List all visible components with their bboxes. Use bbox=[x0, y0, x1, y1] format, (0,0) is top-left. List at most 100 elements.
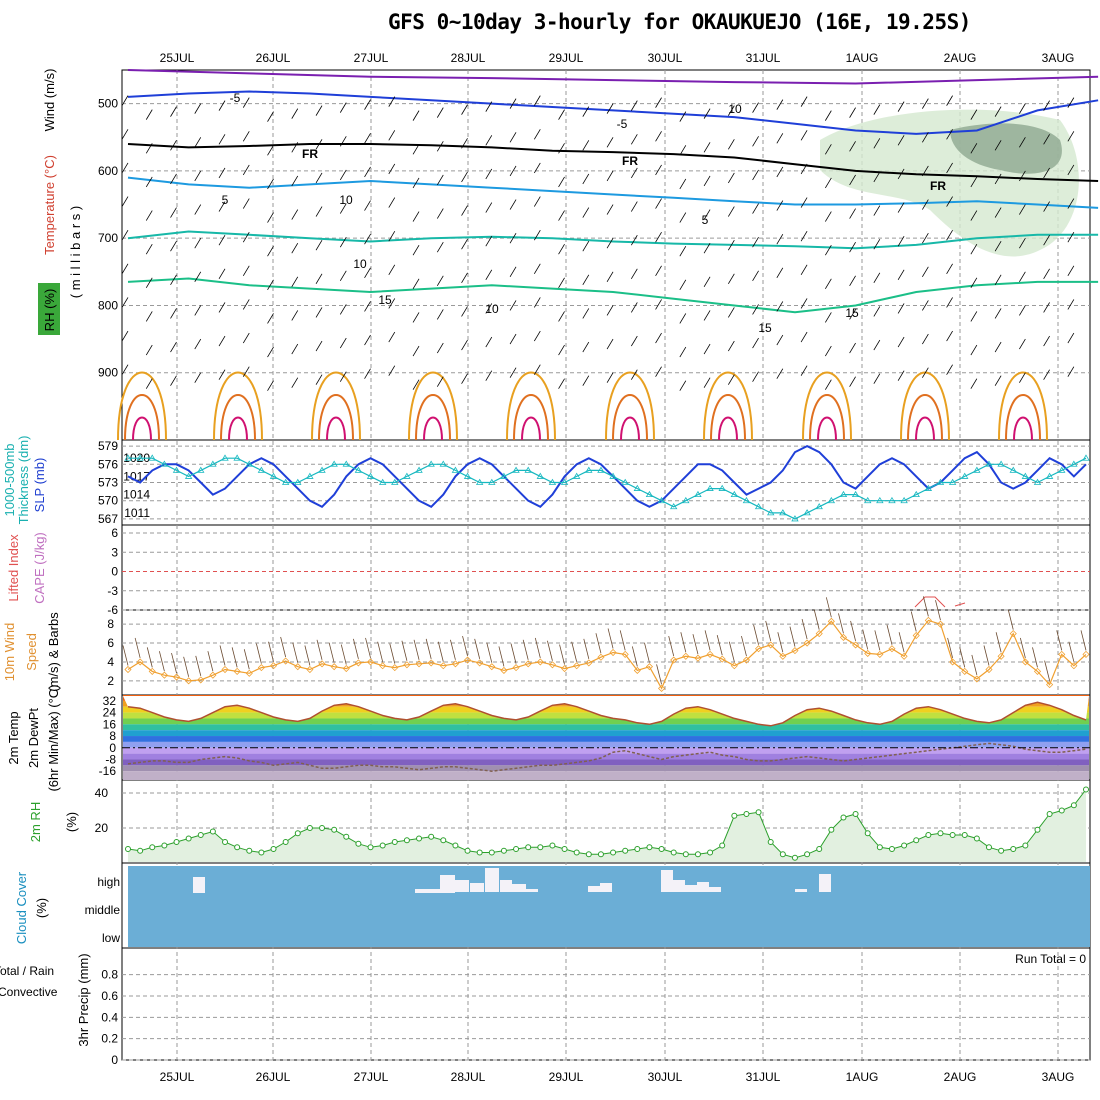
wind-speed-point bbox=[585, 659, 593, 667]
wind-speed-point bbox=[463, 656, 472, 664]
wind-speed-point bbox=[597, 653, 605, 661]
rh-point bbox=[743, 811, 750, 817]
thickness-point bbox=[221, 454, 229, 461]
wind-barb bbox=[339, 270, 347, 282]
cloud-block bbox=[512, 884, 526, 892]
wind-barb bbox=[558, 311, 565, 322]
rh-point bbox=[804, 851, 811, 858]
wind-barb bbox=[703, 276, 711, 288]
pressure-tick: 500 bbox=[98, 97, 118, 111]
wind-barb-10m bbox=[522, 639, 529, 660]
wind-barb-10m bbox=[862, 629, 869, 650]
rh-point bbox=[500, 847, 507, 854]
wind-barb bbox=[606, 305, 614, 316]
wind-barb-10m bbox=[474, 638, 481, 659]
wind-barb-10m bbox=[765, 620, 772, 642]
wind-barb bbox=[558, 143, 565, 154]
wind-barb bbox=[1067, 97, 1075, 108]
wind-axis-label: Wind (m/s) bbox=[42, 69, 57, 132]
thickness-point bbox=[985, 460, 993, 467]
wind-barb-10m bbox=[692, 634, 699, 655]
wind-barb bbox=[1019, 137, 1026, 148]
cape-axis-label: CAPE (J/kg) bbox=[32, 532, 47, 604]
wind-barb bbox=[922, 266, 929, 278]
date-label-top: 3AUG bbox=[1042, 51, 1075, 65]
wind-barb bbox=[485, 336, 493, 348]
wind-speed-point bbox=[306, 665, 314, 674]
wind-speed-point bbox=[852, 641, 860, 649]
wind-speed-point bbox=[282, 657, 290, 665]
wind-barb bbox=[218, 302, 226, 313]
cloud-background bbox=[128, 866, 1090, 947]
wind-barb bbox=[630, 134, 638, 145]
wind-speed-point bbox=[548, 661, 556, 669]
wind-barb bbox=[412, 379, 420, 390]
wind-barb bbox=[606, 237, 614, 249]
wind-barb bbox=[922, 199, 929, 210]
wind-barb bbox=[703, 108, 711, 119]
wind-barb bbox=[194, 237, 202, 249]
wind-barb bbox=[582, 140, 590, 151]
wind-speed-point bbox=[330, 663, 338, 671]
wind-barb-10m bbox=[1056, 630, 1063, 651]
rh-point bbox=[610, 849, 617, 856]
date-label-bottom: 28JUL bbox=[451, 1070, 486, 1084]
wind-barb-10m bbox=[886, 624, 893, 645]
warm-isotherm bbox=[318, 394, 354, 441]
wind-barb bbox=[703, 209, 711, 220]
wind-barb bbox=[582, 308, 590, 319]
wind-barb bbox=[1043, 134, 1050, 145]
wind-speed-point bbox=[949, 658, 957, 666]
wind-barb bbox=[630, 268, 638, 280]
warm-isotherm bbox=[513, 394, 549, 441]
wind-barb bbox=[121, 330, 129, 342]
cloud-block bbox=[455, 880, 469, 892]
rh-point bbox=[937, 830, 944, 837]
wind-barb bbox=[339, 102, 347, 113]
wind-barb bbox=[1019, 305, 1026, 316]
wind-barb bbox=[630, 335, 638, 347]
wind-barb bbox=[194, 137, 202, 148]
thickness-point bbox=[682, 496, 690, 504]
thickness-point bbox=[281, 478, 290, 485]
wind-barb-10m bbox=[219, 645, 226, 666]
wind-barb bbox=[267, 178, 274, 190]
rh-point bbox=[816, 846, 823, 852]
rh-point bbox=[173, 839, 180, 845]
wind-barb bbox=[946, 297, 953, 308]
rh-point bbox=[634, 846, 641, 852]
thickness-point bbox=[912, 490, 920, 498]
thickness-tick: 576 bbox=[98, 457, 118, 471]
wind-barb bbox=[1067, 332, 1075, 344]
wind-barb-10m bbox=[559, 644, 565, 665]
date-label-top: 31JUL bbox=[746, 51, 781, 65]
wind-speed-point bbox=[233, 667, 241, 675]
rh-point bbox=[1083, 786, 1089, 793]
wind-barb bbox=[436, 241, 444, 253]
temp-band bbox=[123, 765, 1089, 772]
wind-barb bbox=[533, 263, 541, 275]
wind-barb bbox=[339, 371, 347, 382]
wind-barb bbox=[436, 309, 444, 320]
warm-isotherm bbox=[817, 416, 837, 441]
cloud-block bbox=[661, 870, 673, 892]
temp-line bbox=[127, 701, 1087, 727]
rh-point bbox=[597, 851, 604, 858]
rh-point bbox=[646, 844, 653, 851]
thickness-point bbox=[391, 478, 399, 485]
wind-barb bbox=[946, 330, 953, 342]
wind-barb bbox=[897, 336, 905, 348]
wind-barb bbox=[121, 263, 129, 275]
contour-label: 10 bbox=[353, 257, 367, 271]
series-line-slp bbox=[127, 444, 1087, 509]
temp-band bbox=[123, 724, 1089, 731]
wind-barb bbox=[194, 103, 202, 114]
wind-speed-point bbox=[779, 652, 787, 660]
wind-barb bbox=[242, 231, 250, 243]
wind-speed-point bbox=[803, 639, 811, 647]
rh-point bbox=[440, 837, 447, 844]
wind-barb bbox=[727, 340, 735, 352]
wind-barb-10m bbox=[741, 635, 747, 657]
temp-band bbox=[123, 771, 1089, 780]
